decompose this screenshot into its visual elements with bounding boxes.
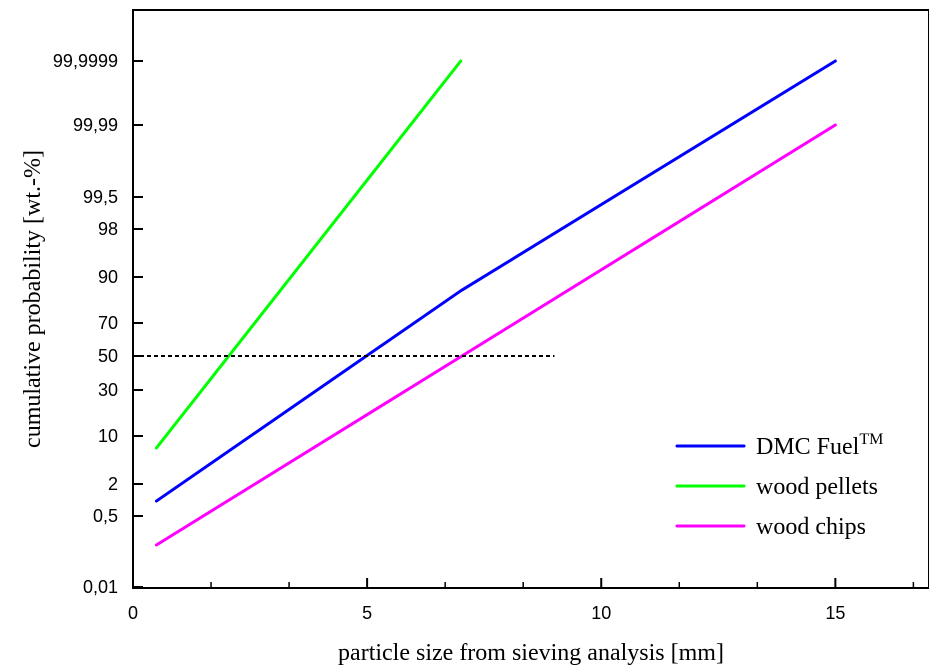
legend: DMC FuelTM wood pellets wood chips: [675, 431, 883, 540]
y-tick-label: 0,01: [83, 577, 118, 597]
y-axis-ticks: 0,01 0,5 2 10 30 50 70 90 98 99,5 99,99 99,9999: [53, 51, 143, 597]
dmc-fuel-line: [154, 59, 837, 503]
plot-frame: [132, 9, 929, 589]
y-tick-label: 50: [98, 346, 118, 366]
x-tick-label: 5: [362, 603, 372, 623]
y-axis-title: cumulative probability [wt.-%]: [20, 150, 46, 448]
x-axis-title: particle size from sieving analysis [mm]: [338, 640, 724, 666]
y-tick-label: 70: [98, 313, 118, 333]
series-layer: [154, 59, 837, 547]
y-tick-label: 10: [98, 426, 118, 446]
x-tick-label: 0: [128, 603, 138, 623]
x-axis-ticks: 0 5 10 15: [128, 578, 915, 623]
y-tick-label: 90: [98, 267, 118, 287]
legend-label-superscript-0: TM: [859, 431, 883, 448]
y-tick-label: 2: [108, 474, 118, 494]
wood-pellets-line: [154, 59, 463, 450]
y-tick-label: 0,5: [93, 506, 118, 526]
y-tick-label: 99,5: [83, 187, 118, 207]
y-tick-label: 99,99: [73, 115, 118, 135]
y-tick-label: 99,9999: [53, 51, 118, 71]
x-tick-label: 10: [591, 603, 611, 623]
x-tick-label: 15: [825, 603, 845, 623]
wood-chips-line: [154, 123, 837, 547]
y-tick-label: 30: [98, 380, 118, 400]
legend-label-2: wood chips: [756, 514, 866, 540]
legend-label-1: wood pellets: [756, 474, 878, 500]
y-tick-label: 98: [98, 219, 118, 239]
legend-label-0: DMC FuelTM: [756, 431, 883, 460]
